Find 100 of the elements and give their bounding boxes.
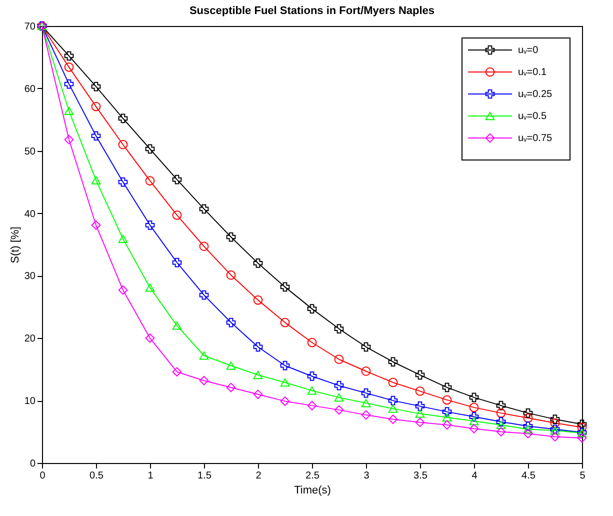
point: [523, 428, 533, 438]
point: [226, 232, 236, 242]
point: [307, 338, 317, 348]
point: [523, 408, 533, 418]
point: [145, 283, 155, 292]
point: [361, 388, 371, 398]
point: [172, 174, 182, 184]
point: [307, 386, 317, 395]
point: [496, 420, 506, 430]
point: [280, 378, 290, 387]
point: [388, 378, 398, 388]
chart-title: Susceptible Fuel Stations in Fort/Myers Naples: [189, 4, 435, 17]
point: [388, 414, 398, 424]
point: [253, 390, 263, 400]
point: [334, 324, 344, 334]
point: [361, 366, 371, 376]
y-tick-label: 60: [24, 84, 36, 95]
point: [118, 114, 128, 124]
x-tick-label: 4.5: [522, 470, 536, 482]
point: [415, 402, 425, 411]
point: [199, 352, 209, 360]
point: [64, 79, 74, 89]
point: [334, 405, 344, 415]
point: [226, 270, 236, 280]
point: [172, 367, 182, 377]
legend-label: uᵥ=0: [518, 45, 539, 56]
point: [199, 204, 209, 214]
y-tick-label: 10: [24, 396, 36, 408]
point: [145, 333, 155, 343]
point: [577, 420, 587, 429]
point: [442, 407, 452, 416]
point: [361, 398, 371, 408]
point: [469, 417, 479, 426]
point: [145, 220, 155, 230]
point: [253, 258, 263, 268]
point: [280, 396, 290, 406]
point: [577, 433, 587, 443]
point: [442, 420, 452, 430]
point: [550, 432, 560, 442]
point: [415, 386, 425, 396]
point: [226, 361, 236, 370]
point: [91, 131, 101, 141]
point: [307, 304, 317, 314]
point: [91, 102, 101, 112]
point: [469, 412, 479, 422]
point: [361, 342, 371, 352]
point: [145, 176, 155, 186]
point: [307, 400, 317, 410]
point: [388, 357, 398, 367]
y-tick-label: 30: [24, 271, 36, 282]
y-tick-label: 70: [24, 22, 36, 32]
legend-label: uᵥ=0.1: [518, 67, 547, 78]
point: [496, 417, 506, 426]
point: [280, 282, 290, 292]
point: [118, 234, 128, 244]
point: [523, 421, 533, 431]
legend-label: uᵥ=0.75: [518, 133, 553, 144]
point: [280, 318, 290, 328]
x-tick-label: 4: [472, 470, 478, 482]
point: [415, 418, 425, 428]
y-tick-label: 50: [24, 146, 36, 158]
x-tick-label: 2.5: [306, 470, 320, 482]
point: [550, 414, 560, 424]
point: [253, 370, 263, 380]
x-tick-label: 2: [256, 470, 262, 482]
point: [442, 382, 452, 392]
point: [199, 376, 209, 386]
point: [523, 425, 533, 434]
legend-label: uᵥ=0.25: [518, 89, 553, 100]
point: [172, 210, 182, 220]
point: [334, 380, 344, 390]
x-tick-label: 0.5: [90, 470, 104, 482]
point: [118, 177, 128, 187]
y-tick-label: 20: [24, 334, 36, 345]
point: [145, 144, 155, 154]
point: [415, 370, 425, 380]
x-tick-label: 1: [148, 470, 154, 482]
point: [199, 290, 209, 300]
point: [442, 413, 452, 422]
point: [550, 418, 560, 428]
point: [118, 285, 128, 295]
point: [334, 354, 344, 364]
point: [496, 400, 506, 410]
point: [64, 51, 74, 61]
legend-label: uᵥ=0.5: [518, 111, 547, 122]
point: [496, 427, 506, 436]
point: [226, 318, 236, 328]
point: [226, 382, 236, 392]
point: [118, 140, 128, 150]
x-tick-label: 0: [40, 470, 46, 482]
y-axis-title: S(t) [%]: [9, 226, 22, 264]
point: [388, 396, 398, 406]
point: [91, 176, 101, 184]
point: [442, 395, 452, 405]
x-tick-label: 5: [580, 470, 586, 482]
point: [361, 410, 371, 420]
point: [469, 392, 479, 402]
point: [496, 408, 506, 418]
point: [334, 393, 344, 402]
point: [577, 422, 587, 432]
